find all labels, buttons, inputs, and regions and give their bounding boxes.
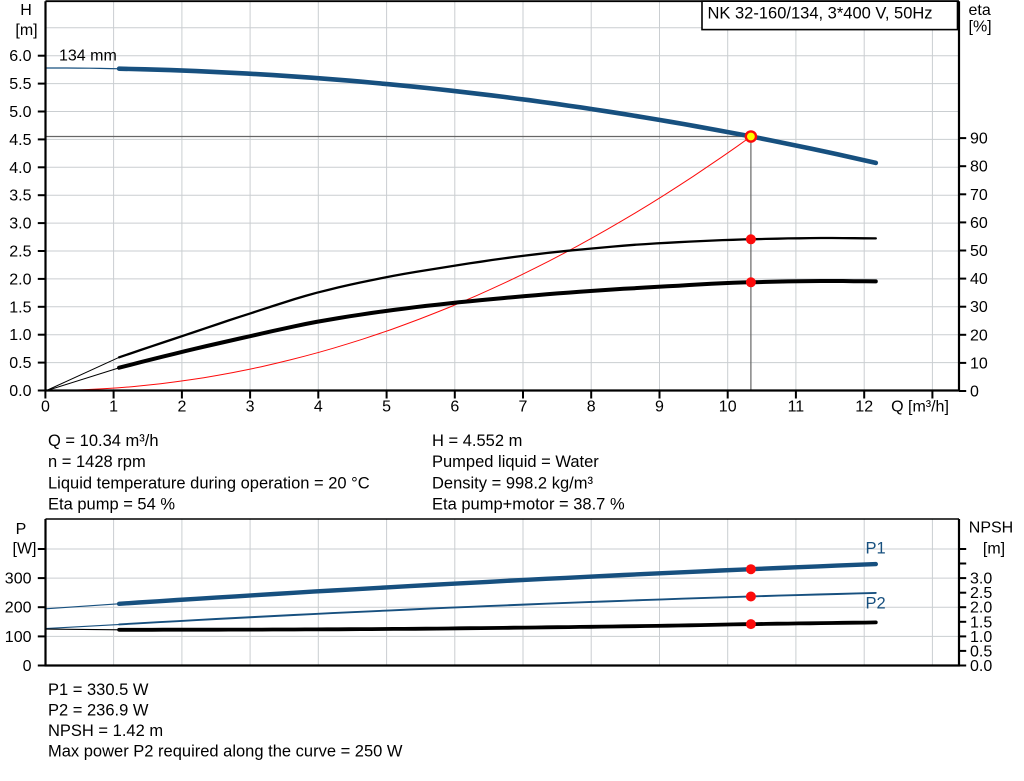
svg-text:P1: P1 xyxy=(866,540,886,558)
svg-text:9: 9 xyxy=(655,399,664,416)
svg-text:2.5: 2.5 xyxy=(9,244,31,261)
svg-text:90: 90 xyxy=(970,131,988,148)
svg-text:6.0: 6.0 xyxy=(9,48,31,65)
svg-text:200: 200 xyxy=(5,600,32,617)
svg-text:Q [m³/h]: Q [m³/h] xyxy=(891,399,949,416)
svg-text:3.0: 3.0 xyxy=(9,216,31,233)
svg-text:H = 4.552 m: H = 4.552 m xyxy=(432,432,522,450)
svg-text:4: 4 xyxy=(314,399,323,416)
svg-text:1.5: 1.5 xyxy=(970,614,992,631)
svg-text:12: 12 xyxy=(855,399,873,416)
svg-text:[W]: [W] xyxy=(13,540,37,557)
svg-text:0: 0 xyxy=(970,384,979,401)
svg-text:3: 3 xyxy=(246,399,255,416)
svg-text:0.0: 0.0 xyxy=(970,658,992,675)
svg-text:100: 100 xyxy=(5,629,32,646)
svg-text:5: 5 xyxy=(382,399,391,416)
svg-text:P2 = 236.9 W: P2 = 236.9 W xyxy=(48,701,149,719)
svg-text:P2: P2 xyxy=(866,595,886,613)
svg-text:Max power P2 required along th: Max power P2 required along the curve = … xyxy=(48,742,403,760)
svg-text:3.0: 3.0 xyxy=(970,571,992,588)
svg-text:80: 80 xyxy=(970,159,988,176)
svg-text:50: 50 xyxy=(970,243,988,260)
svg-text:Eta pump+motor = 38.7 %: Eta pump+motor = 38.7 % xyxy=(432,496,625,514)
svg-text:0: 0 xyxy=(23,658,32,675)
svg-text:60: 60 xyxy=(970,215,988,232)
svg-text:NK 32-160/134, 3*400 V, 50Hz: NK 32-160/134, 3*400 V, 50Hz xyxy=(708,5,933,23)
svg-text:11: 11 xyxy=(788,399,805,416)
svg-text:[m]: [m] xyxy=(15,22,37,39)
svg-text:20: 20 xyxy=(970,327,988,344)
svg-text:NPSH = 1.42 m: NPSH = 1.42 m xyxy=(48,722,163,740)
svg-text:2.5: 2.5 xyxy=(970,585,992,602)
svg-text:H: H xyxy=(20,2,32,19)
svg-text:300: 300 xyxy=(5,571,32,588)
svg-text:8: 8 xyxy=(587,399,596,416)
svg-text:2: 2 xyxy=(177,399,186,416)
svg-text:[%]: [%] xyxy=(969,18,992,35)
svg-text:0.0: 0.0 xyxy=(9,383,31,400)
svg-text:30: 30 xyxy=(970,299,988,316)
svg-text:134 mm: 134 mm xyxy=(59,48,117,65)
svg-text:Pumped liquid = Water: Pumped liquid = Water xyxy=(432,453,599,471)
svg-text:Liquid temperature during oper: Liquid temperature during operation = 20… xyxy=(48,474,370,492)
svg-text:P: P xyxy=(16,521,27,538)
svg-text:10: 10 xyxy=(719,399,737,416)
svg-text:eta: eta xyxy=(969,2,991,19)
svg-text:1.5: 1.5 xyxy=(9,299,31,316)
svg-text:40: 40 xyxy=(970,271,988,288)
svg-text:P1 = 330.5 W: P1 = 330.5 W xyxy=(48,681,149,699)
svg-text:n = 1428 rpm: n = 1428 rpm xyxy=(48,453,146,471)
svg-text:6: 6 xyxy=(450,399,459,416)
svg-text:70: 70 xyxy=(970,187,988,204)
svg-text:Density = 998.2 kg/m³: Density = 998.2 kg/m³ xyxy=(432,474,593,492)
svg-text:4.5: 4.5 xyxy=(9,132,31,149)
svg-text:5.0: 5.0 xyxy=(9,104,31,121)
svg-text:[m]: [m] xyxy=(983,540,1005,557)
svg-text:NPSH: NPSH xyxy=(969,520,1013,537)
svg-text:1: 1 xyxy=(109,399,118,416)
svg-text:0: 0 xyxy=(41,399,50,416)
svg-text:0.5: 0.5 xyxy=(9,355,31,372)
svg-text:1.0: 1.0 xyxy=(970,629,992,646)
svg-text:Q = 10.34 m³/h: Q = 10.34 m³/h xyxy=(48,432,159,450)
svg-text:Eta pump = 54 %: Eta pump = 54 % xyxy=(48,496,175,514)
svg-text:5.5: 5.5 xyxy=(9,76,31,93)
svg-text:2.0: 2.0 xyxy=(970,600,992,617)
svg-text:3.5: 3.5 xyxy=(9,188,31,205)
svg-text:2.0: 2.0 xyxy=(9,271,31,288)
svg-text:7: 7 xyxy=(519,399,528,416)
svg-text:1.0: 1.0 xyxy=(9,327,31,344)
svg-text:10: 10 xyxy=(970,355,988,372)
svg-text:0.5: 0.5 xyxy=(970,643,992,660)
svg-text:4.0: 4.0 xyxy=(9,160,31,177)
